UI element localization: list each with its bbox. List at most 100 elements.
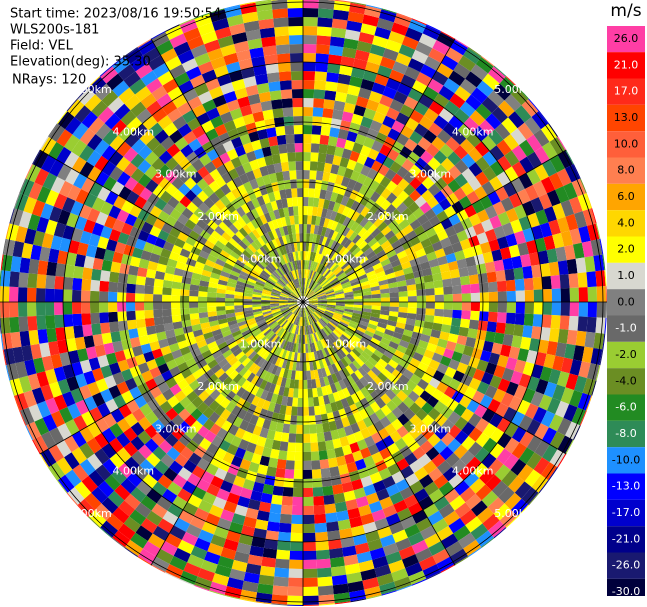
radar-gate: [237, 408, 248, 420]
radar-gate: [333, 253, 341, 263]
radar-gate: [2, 238, 7, 255]
radar-gate: [488, 129, 504, 146]
radar-gate: [187, 554, 205, 569]
radar-gate: [326, 298, 336, 301]
radar-gate: [428, 420, 442, 434]
radar-gate: [308, 299, 318, 302]
radar-gate: [426, 342, 438, 353]
radar-gate: [440, 406, 454, 420]
radar-gate: [234, 311, 245, 317]
radar-gate: [296, 278, 300, 288]
radar-gate: [293, 124, 303, 135]
radar-gate: [174, 390, 187, 403]
radar-gate: [199, 280, 210, 287]
radar-gate: [305, 316, 308, 326]
radar-gate: [308, 188, 315, 198]
radar-gate: [244, 360, 254, 370]
radar-gate: [540, 410, 556, 428]
radar-gate: [130, 487, 147, 503]
radar-gate: [254, 332, 264, 340]
range-ring: [2, 1, 604, 603]
radar-gate: [334, 91, 348, 103]
radar-gate: [197, 166, 210, 179]
radar-gate: [322, 268, 330, 277]
radar-gate: [221, 172, 233, 184]
radar-gate: [318, 450, 328, 461]
radar-gate: [203, 264, 214, 273]
radar-gate: [465, 71, 483, 88]
radar-gate: [199, 317, 210, 324]
radar-gate: [147, 55, 165, 71]
radar-gate: [303, 70, 316, 81]
radar-gate: [231, 266, 242, 274]
radar-gate: [214, 404, 226, 417]
radar-gate: [270, 303, 280, 306]
radar-gate: [348, 274, 358, 282]
radar-gate: [189, 302, 199, 308]
radar-gate: [323, 162, 333, 173]
radar-gate: [421, 372, 433, 384]
radar-gate: [283, 286, 292, 294]
radar-gate: [288, 433, 297, 443]
radar-gate: [298, 388, 303, 399]
radar-gate: [304, 287, 308, 297]
radar-gate: [114, 241, 127, 254]
radar-gate: [269, 275, 278, 283]
radar-gate: [258, 336, 267, 345]
radar-gate: [347, 414, 357, 426]
radar-gate: [416, 72, 432, 87]
radar-gate: [441, 419, 455, 433]
radar-gate: [267, 343, 276, 353]
radar-gate: [197, 425, 210, 438]
radar-gate: [425, 308, 435, 316]
radar-gate: [330, 475, 342, 486]
radar-gate: [64, 435, 80, 453]
radar-gate: [573, 242, 585, 259]
radar-gate: [329, 262, 338, 271]
radar-gate: [332, 183, 341, 194]
radar-gate: [496, 280, 507, 292]
radar-gate: [327, 219, 335, 230]
radar-gate: [299, 269, 302, 279]
radar-gate: [376, 18, 394, 31]
radar-gate: [204, 384, 216, 396]
radar-gate: [310, 370, 316, 380]
radar-gate: [344, 139, 355, 151]
radar-gate: [593, 332, 605, 350]
radar-gate: [284, 285, 292, 293]
radar-gate: [365, 530, 380, 543]
radar-gate: [543, 381, 557, 398]
radar-gate: [293, 388, 299, 398]
radar-gate: [245, 315, 255, 321]
radar-gate: [418, 495, 434, 510]
radar-gate: [504, 437, 520, 454]
radar-gate: [271, 291, 281, 296]
radar-gate: [510, 177, 525, 193]
radar-gate: [303, 0, 319, 9]
radar-gate: [265, 530, 279, 541]
radar-gate: [243, 332, 253, 340]
radar-gate: [476, 263, 487, 275]
radar-gate: [314, 80, 327, 91]
radar-gate: [402, 266, 414, 275]
radar-gate: [90, 312, 101, 325]
radar-gate: [291, 324, 296, 334]
radar-gate: [481, 219, 494, 233]
radar-gate: [313, 351, 319, 361]
radar-gate: [143, 351, 155, 363]
radar-gate: [259, 379, 268, 390]
radar-gate: [369, 380, 380, 391]
radar-gate: [204, 161, 217, 174]
radar-gate: [226, 281, 237, 288]
colorbar: m/s26.021.017.013.010.08.06.04.02.01.00.…: [607, 1, 645, 598]
radar-gate: [487, 90, 505, 107]
radar-gate: [303, 316, 306, 326]
radar-gate: [267, 401, 276, 413]
radar-gate: [168, 251, 180, 262]
radar-gate: [273, 476, 285, 487]
radar-gate: [226, 179, 237, 192]
radar-gate: [209, 504, 224, 518]
radar-gate: [321, 246, 328, 256]
radar-gate: [343, 344, 352, 354]
radar-gate: [440, 564, 455, 573]
